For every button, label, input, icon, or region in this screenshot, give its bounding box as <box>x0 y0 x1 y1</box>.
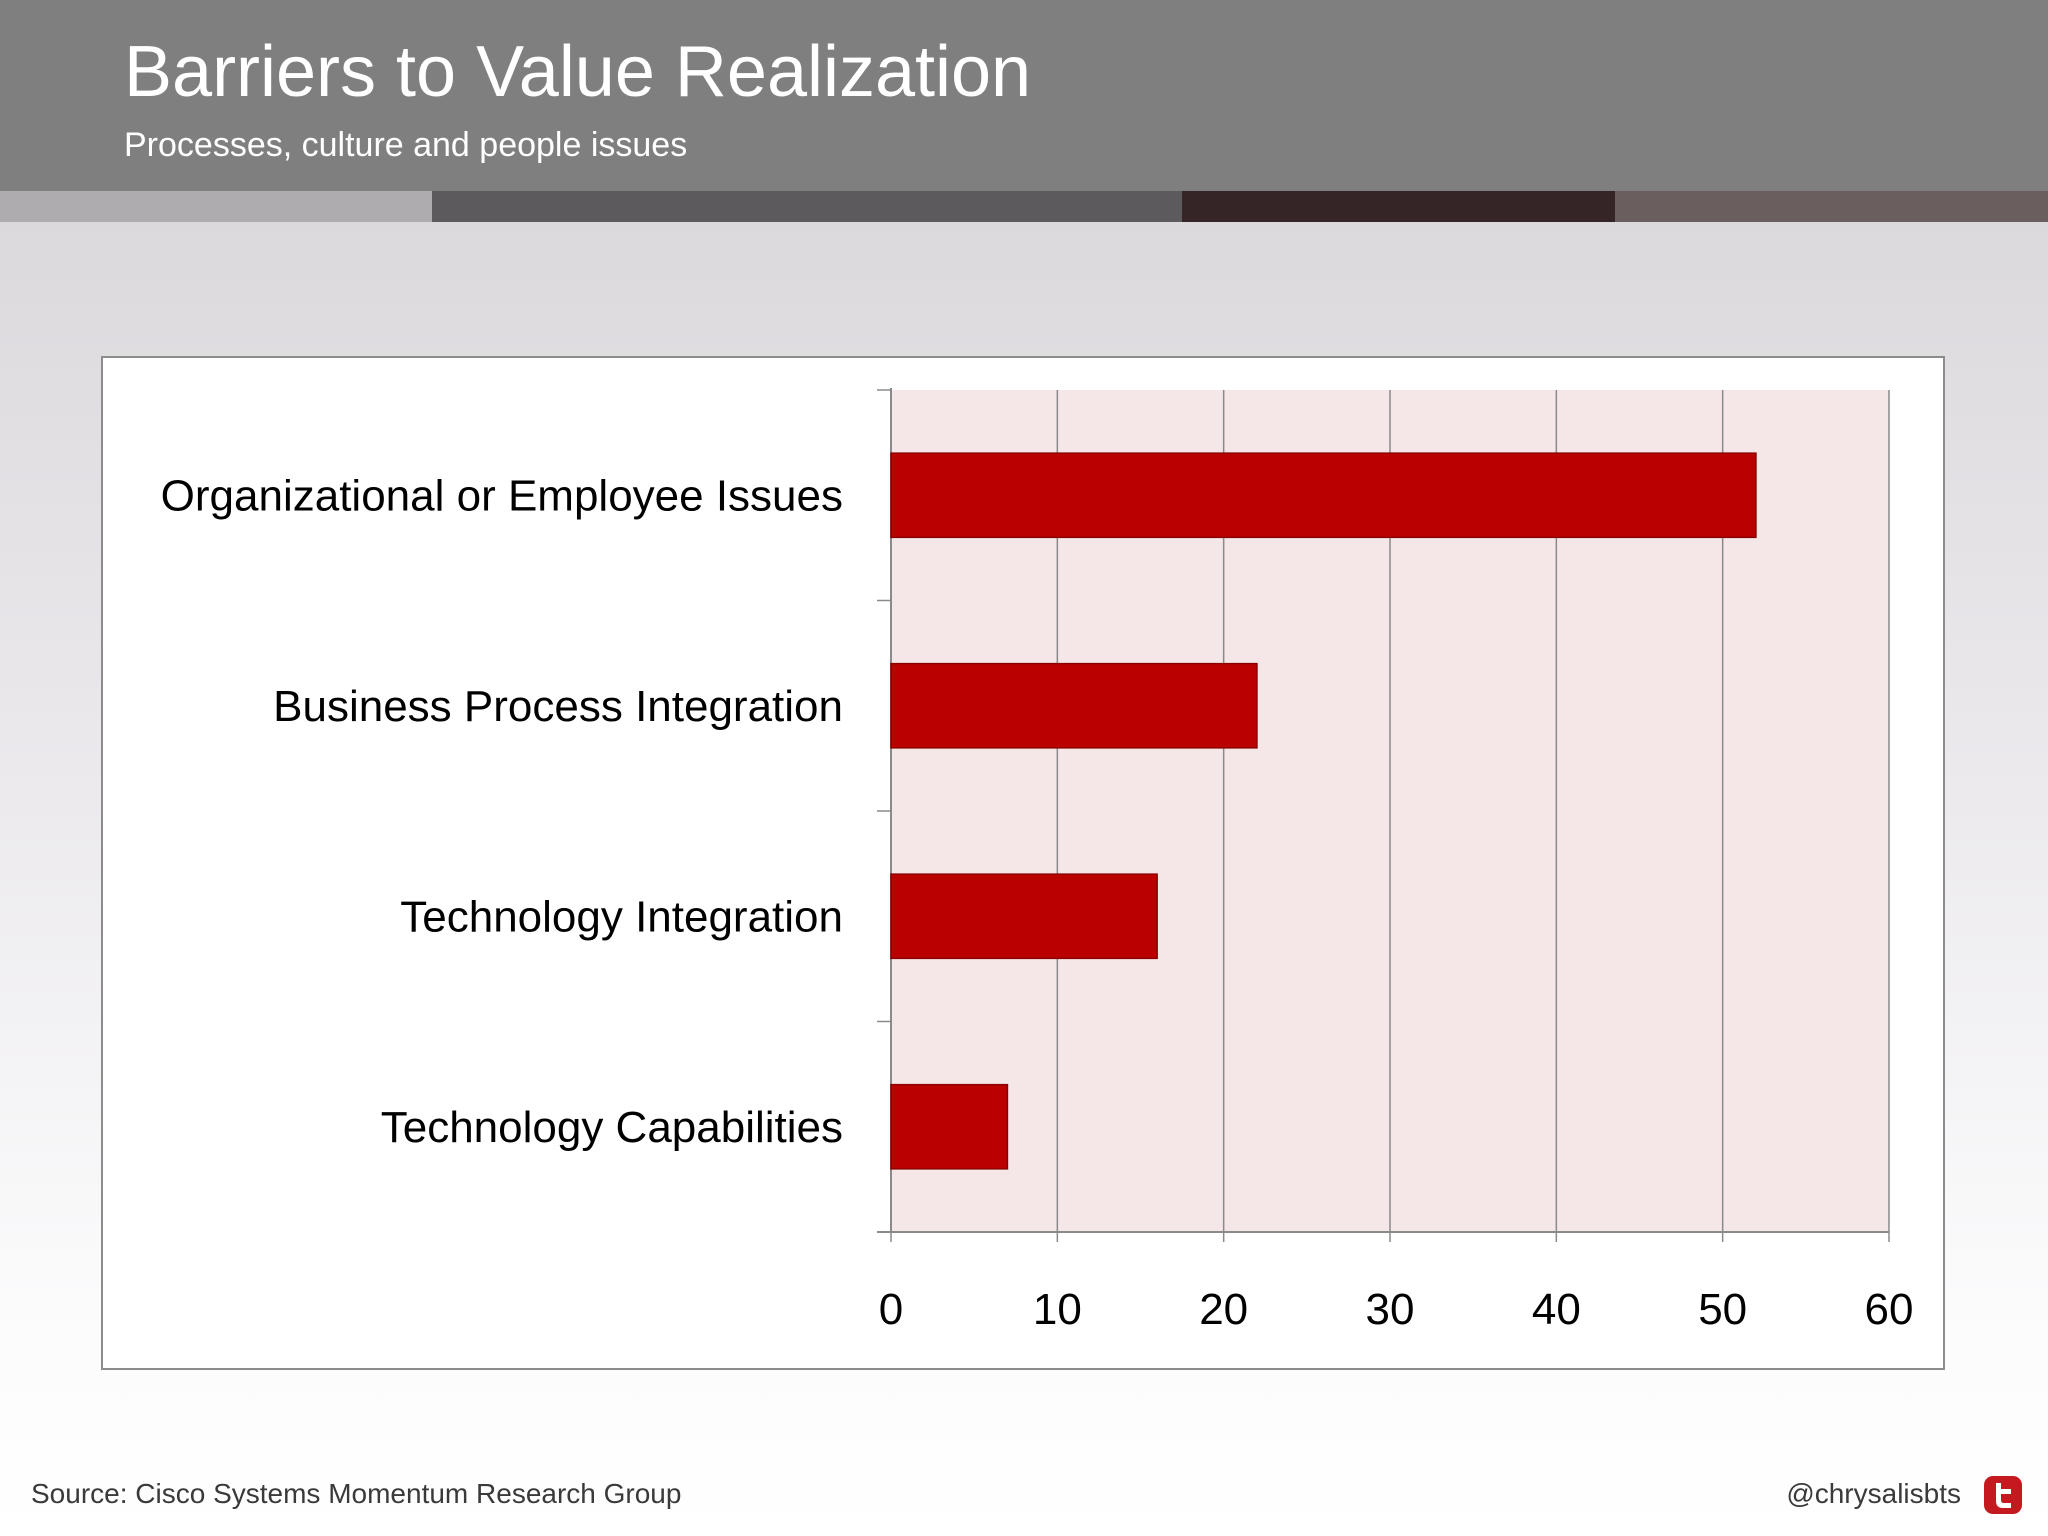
x-tick-label-50: 50 <box>1698 1285 1747 1334</box>
category-label-2: Business Process Integration <box>273 682 843 731</box>
header-stripe-4 <box>1615 191 2048 222</box>
x-tick-label-30: 30 <box>1366 1285 1415 1334</box>
bar-4 <box>890 1083 1009 1170</box>
bar-chart: 0 10 20 30 40 50 60 Organizational or Employee … <box>161 388 1914 1334</box>
x-tick-label-10: 10 <box>1033 1285 1082 1334</box>
x-tick-label-20: 20 <box>1199 1285 1248 1334</box>
twitter-handle[interactable]: @chrysalisbts <box>1786 1478 1961 1509</box>
header-stripe-3 <box>1182 191 1615 222</box>
category-label-4: Technology Capabilities <box>381 1103 843 1152</box>
bar-1 <box>890 452 1757 539</box>
x-tick-label-60: 60 <box>1865 1285 1914 1334</box>
category-label-1: Organizational or Employee Issues <box>161 471 843 520</box>
source-note: Source: Cisco Systems Momentum Research … <box>31 1478 682 1509</box>
chart-frame: 0 10 20 30 40 50 60 Organizational or Employee … <box>101 356 1945 1370</box>
bar-2 <box>890 662 1258 749</box>
slide-header: Barriers to Value Realization Processes,… <box>0 0 2048 191</box>
x-tick-label-40: 40 <box>1532 1285 1581 1334</box>
x-tick-label-0: 0 <box>879 1285 903 1334</box>
slide-title: Barriers to Value Realization <box>124 32 1032 112</box>
header-stripe-1 <box>0 191 432 222</box>
header-stripe-2 <box>432 191 1182 222</box>
twitter-icon[interactable] <box>1984 1476 2022 1514</box>
category-label-3: Technology Integration <box>400 892 843 941</box>
slide-subtitle: Processes, culture and people issues <box>124 126 688 164</box>
bar-3 <box>890 873 1158 960</box>
